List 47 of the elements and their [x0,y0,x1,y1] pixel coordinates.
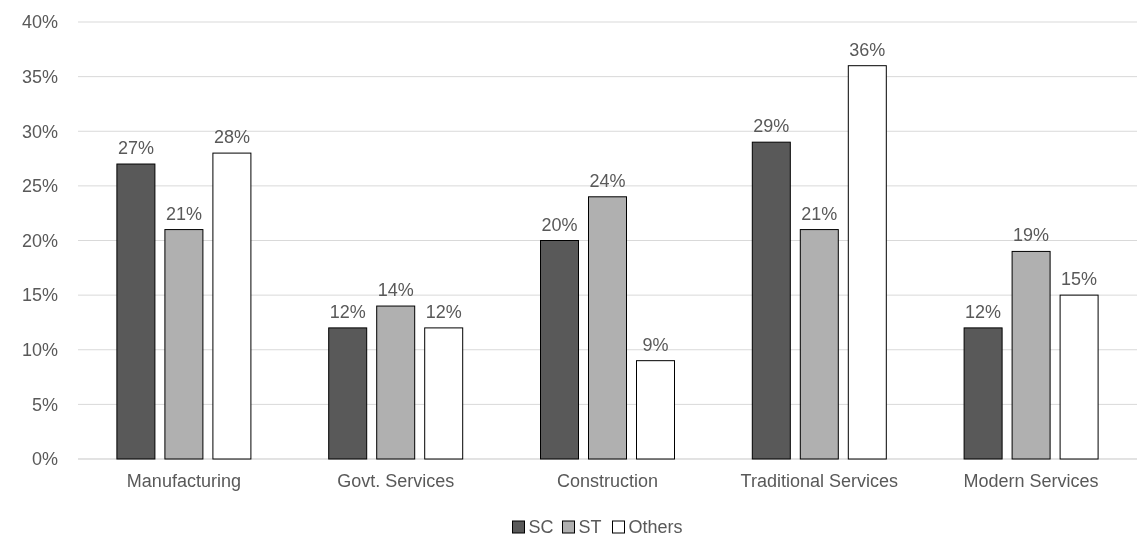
bar [1011,250,1051,460]
bar [588,196,627,460]
data-label: 19% [1013,225,1050,246]
bar [751,141,791,460]
data-label: 27% [117,138,154,159]
bar [847,65,887,460]
data-label: 12% [965,301,1002,322]
y-tick-label: 20% [21,230,58,251]
bar [424,327,464,460]
x-tick-label: Govt. Services [337,471,455,491]
data-label: 28% [213,127,250,148]
y-tick-label: 5% [31,394,58,415]
data-label: 14% [377,280,414,301]
data-label: 36% [849,39,886,60]
x-tick-label: Manufacturing [126,471,241,491]
data-label: 9% [642,334,669,355]
bar [799,229,839,460]
bar [540,240,579,460]
bar [636,360,675,460]
bar [116,163,156,460]
y-tick-label: 15% [21,285,58,306]
legend-label: Others [628,517,683,538]
x-tick-label: Modern Services [963,471,1099,491]
y-tick-label: 25% [21,176,58,197]
legend-label: SC [528,517,554,538]
x-tick-label: Construction [556,471,659,491]
bar [1059,294,1099,460]
bar [212,152,252,460]
data-label: 20% [541,214,578,235]
bar [164,229,204,460]
data-label: 12% [329,301,366,322]
bar [376,305,416,460]
bar [963,327,1003,460]
data-label: 24% [589,170,626,191]
y-tick-label: 0% [31,449,58,470]
data-label: 21% [801,203,838,224]
data-label: 21% [165,203,202,224]
legend-label: ST [578,517,602,538]
y-tick-label: 10% [21,340,58,361]
bar [328,327,368,460]
y-tick-label: 40% [21,12,58,33]
data-label: 15% [1061,269,1098,290]
y-tick-label: 35% [21,66,58,87]
data-label: 12% [425,301,462,322]
x-tick-label: Traditional Services [740,471,898,491]
y-tick-label: 30% [21,121,58,142]
data-label: 29% [753,116,790,137]
